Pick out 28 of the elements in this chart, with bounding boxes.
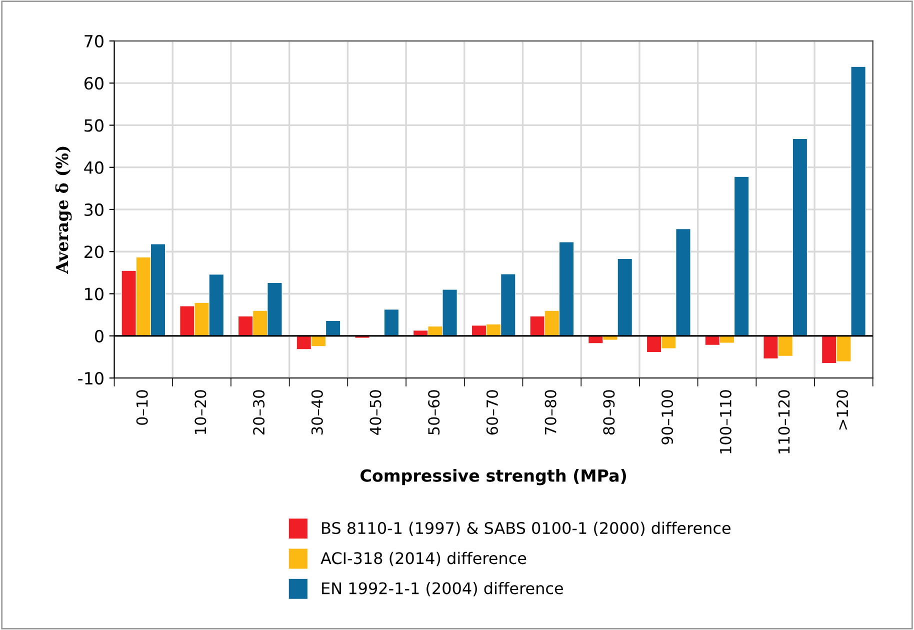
x-tick-label: 80–90 [603, 390, 615, 435]
bar [384, 309, 400, 336]
y-tick-label: 0 [95, 330, 104, 342]
y-tick-label: 10 [85, 288, 104, 300]
x-tick-label: 0–10 [136, 390, 148, 425]
legend-label: BS 8110-1 (1997) & SABS 0100-1 (2000) difference [322, 522, 730, 536]
x-tick-label: 110–120 [778, 390, 790, 454]
x-tick-label: 40–50 [370, 390, 382, 435]
y-tick-label: 70 [84, 34, 104, 48]
y-tick-label: 30 [84, 203, 104, 216]
y-tick-label: 20 [84, 246, 104, 258]
x-axis-title: Compressive strength (MPa) [360, 468, 626, 486]
y-axis-title: Average δ (%) [55, 146, 72, 274]
x-tick-label: 20–30 [253, 390, 265, 435]
y-tick-label: 50 [84, 119, 104, 132]
x-tick-label: 70–80 [544, 390, 556, 434]
x-tick-label: 50–60 [428, 390, 440, 434]
x-tick-label: 10–20 [194, 390, 206, 434]
x-tick-label: 30–40 [311, 390, 323, 434]
y-tick-label: 40 [84, 161, 104, 174]
x-tick-label: 100–110 [720, 390, 732, 454]
x-tick-label: 60–70 [486, 390, 498, 435]
x-tick-label: >120 [836, 390, 848, 430]
y-tick-label: 60 [84, 77, 104, 90]
x-tick-label: 90–100 [662, 390, 674, 444]
y-tick-label: -10 [78, 372, 104, 385]
legend-label: ACI-318 (2014) difference [320, 552, 526, 566]
legend-label: EN 1992-1-1 (2004) difference [322, 582, 563, 596]
